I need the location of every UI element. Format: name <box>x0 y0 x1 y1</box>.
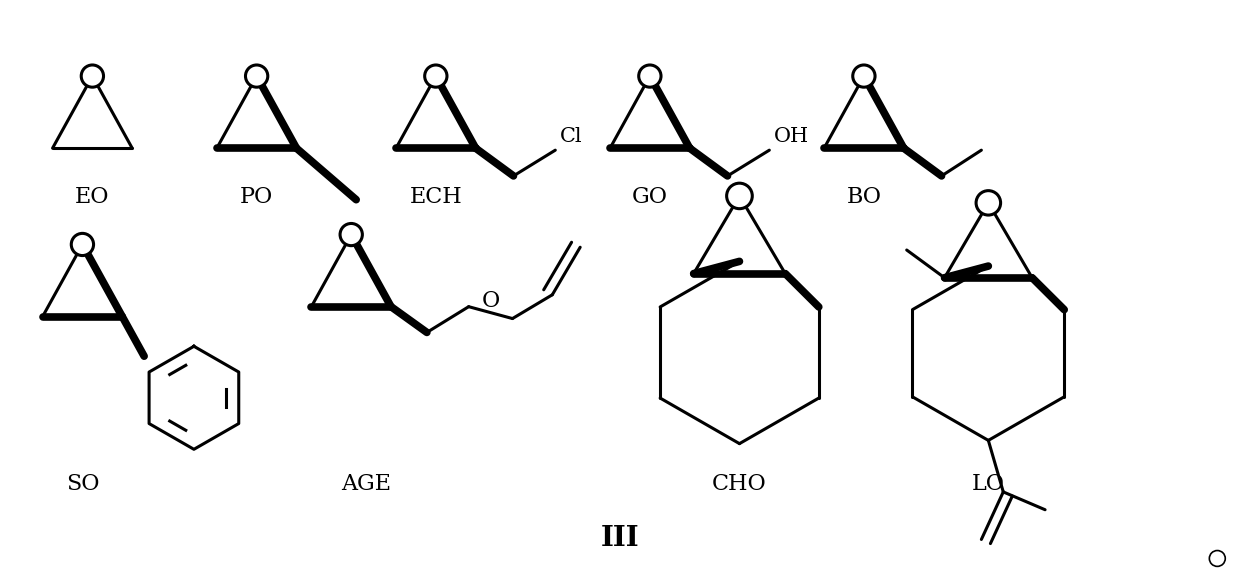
Text: OH: OH <box>774 127 810 146</box>
Text: EO: EO <box>76 186 109 208</box>
Circle shape <box>71 233 93 255</box>
Text: O: O <box>481 289 500 312</box>
Circle shape <box>340 223 362 246</box>
Text: LO: LO <box>972 473 1004 495</box>
Text: BO: BO <box>847 186 882 208</box>
Circle shape <box>639 65 661 87</box>
Circle shape <box>976 190 1001 215</box>
Circle shape <box>246 65 268 87</box>
Circle shape <box>1209 550 1225 567</box>
Text: ECH: ECH <box>409 186 463 208</box>
Text: GO: GO <box>632 186 668 208</box>
Text: Cl: Cl <box>560 127 583 146</box>
Text: SO: SO <box>66 473 99 495</box>
Text: AGE: AGE <box>341 473 391 495</box>
Circle shape <box>424 65 446 87</box>
Circle shape <box>82 65 103 87</box>
Text: III: III <box>600 525 640 552</box>
Circle shape <box>727 183 753 209</box>
Text: PO: PO <box>241 186 273 208</box>
Circle shape <box>853 65 875 87</box>
Text: CHO: CHO <box>712 473 766 495</box>
